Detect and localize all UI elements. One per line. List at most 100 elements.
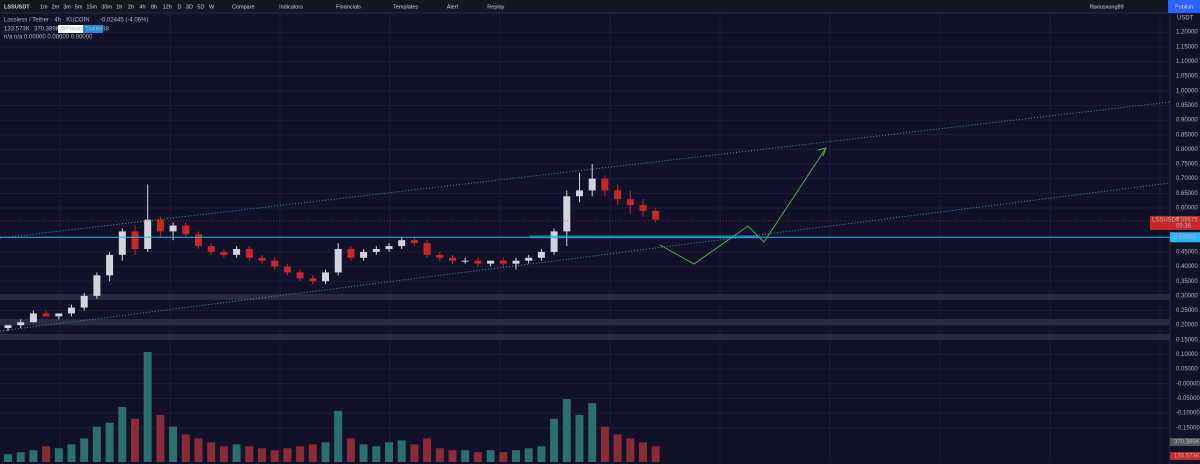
candle-body	[601, 178, 609, 191]
candle-body	[4, 325, 12, 329]
y-tick-label: -0.10000	[1176, 411, 1200, 417]
candle-body	[360, 251, 368, 258]
candle-body	[449, 257, 456, 261]
interval[interactable]: 1m	[40, 4, 48, 10]
candle-body	[398, 240, 406, 247]
candle-body	[461, 260, 469, 262]
interval[interactable]: 8h	[151, 4, 157, 10]
interval[interactable]: 1h	[116, 4, 122, 10]
interval[interactable]: 5m	[75, 4, 83, 10]
volume-bar	[92, 426, 101, 462]
interval[interactable]: 3D	[186, 4, 193, 10]
volume-bar	[435, 448, 444, 462]
candle-body	[220, 251, 228, 255]
y-tick-label: 0.25000	[1176, 308, 1198, 314]
candle-body	[576, 190, 583, 197]
toolbar-button[interactable]: Indicators	[279, 4, 303, 10]
last-price-countdown: 09:38	[1176, 224, 1192, 230]
volume-bar	[207, 442, 216, 462]
candle-body	[68, 307, 75, 314]
candle-body	[118, 231, 126, 255]
interval[interactable]: 30m	[101, 4, 112, 10]
interval[interactable]: 3m	[63, 4, 71, 10]
candle-body	[347, 248, 355, 258]
tag	[58, 25, 100, 33]
volume-bar	[321, 442, 330, 462]
candle-body	[385, 246, 393, 249]
volume-bar	[296, 446, 305, 462]
volume-bar	[283, 448, 292, 462]
volume-bar	[651, 446, 660, 462]
toolbar-button[interactable]: Financials	[336, 4, 361, 10]
volume-bar	[473, 452, 482, 462]
symbol[interactable]: LSSUSDT	[4, 4, 30, 10]
volume-axis-label: 370.389K	[1174, 440, 1200, 446]
candle-body	[169, 225, 177, 232]
toolbar-button[interactable]: Compare	[232, 4, 255, 10]
toolbar-button[interactable]: Alert	[447, 4, 459, 10]
volume-bar	[131, 418, 139, 462]
candle-body	[29, 313, 37, 323]
last-price-bg	[1150, 215, 1200, 230]
toolbar-button[interactable]: Replay	[487, 4, 504, 10]
user-name[interactable]: flaviusxung89	[1090, 4, 1124, 10]
volume-bar	[118, 407, 127, 462]
toolbar-button[interactable]: Templates	[393, 4, 418, 10]
volume-bar	[169, 426, 178, 462]
candle-body	[322, 272, 329, 282]
y-tick-label: 0.05000	[1176, 367, 1198, 373]
volume-bar	[219, 446, 228, 462]
volume-bar	[550, 418, 559, 462]
interval[interactable]: W	[209, 4, 215, 10]
last-price-symbol: LSSUSDT	[1152, 218, 1180, 224]
y-tick-label: 0.35000	[1176, 279, 1198, 285]
interval[interactable]: 5D	[197, 4, 204, 10]
interval[interactable]: 12h	[163, 4, 172, 10]
y-tick-label: 0.40000	[1176, 264, 1198, 270]
y-tick-label: 0.85000	[1176, 132, 1198, 138]
volume-bar	[423, 438, 432, 462]
publish-label[interactable]: Publish	[1175, 4, 1193, 10]
volume-bar	[334, 410, 343, 462]
volume-bar	[4, 454, 12, 462]
interval[interactable]: 2h	[128, 4, 134, 10]
candle-body	[55, 313, 63, 317]
indicator-legend: n/a n/a 0.00000 0.00000 0.00000	[4, 35, 93, 41]
interval[interactable]: 2m	[52, 4, 60, 10]
volume-bar	[385, 442, 393, 462]
interval[interactable]: D	[178, 4, 182, 10]
candle-body	[372, 248, 380, 252]
y-tick-label: 0.15000	[1176, 337, 1198, 343]
volume-bar	[245, 446, 254, 462]
volume-bar	[270, 450, 279, 462]
candle-body	[156, 219, 164, 232]
volume-label-bg	[1170, 438, 1200, 446]
candle-body	[245, 248, 253, 258]
y-tick-label: 0.95000	[1176, 103, 1198, 109]
y-tick-label: -0.15000	[1176, 425, 1200, 431]
y-tick-label: 0.90000	[1176, 118, 1198, 124]
interval[interactable]: 15m	[86, 4, 97, 10]
volume-bar	[524, 448, 533, 462]
candle-body	[410, 240, 418, 244]
tag-text: Twitter	[85, 27, 103, 33]
volume-bar	[54, 448, 63, 462]
y-tick-label: 1.00000	[1176, 88, 1198, 94]
candle-body	[42, 313, 50, 317]
volume-bar	[537, 446, 546, 462]
volume-bar	[143, 352, 152, 462]
publish-button[interactable]	[1168, 0, 1200, 13]
y-tick-label: 1.10000	[1176, 59, 1198, 65]
candle-body	[144, 219, 152, 249]
y-tick-label: 0.30000	[1176, 293, 1198, 299]
candle-body	[423, 243, 431, 255]
candle-body	[271, 260, 279, 267]
legend-change: -0.02445 (-4.06%)	[100, 18, 148, 24]
interval[interactable]: 4h	[139, 4, 145, 10]
last-price-value: 0.55575	[1176, 218, 1198, 224]
volume-label-bg	[1170, 452, 1200, 460]
candle-body	[296, 272, 304, 279]
arrow-head	[817, 147, 827, 157]
